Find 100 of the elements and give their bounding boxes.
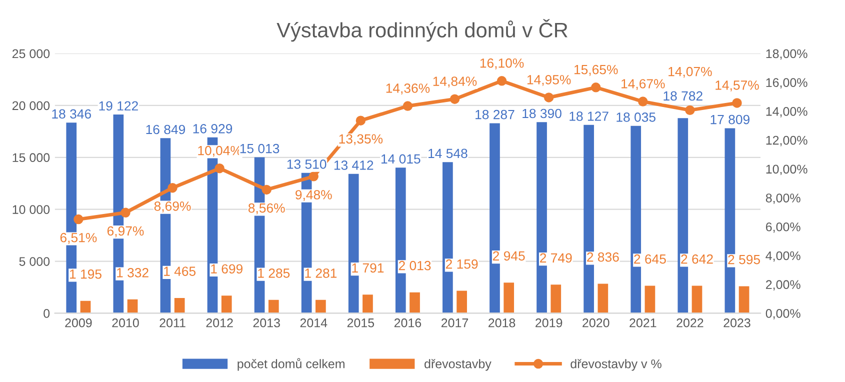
data-label: 14,67% bbox=[622, 79, 665, 90]
y2-tick-label: 10,00% bbox=[766, 164, 808, 176]
y-tick-label: 20 000 bbox=[12, 101, 50, 110]
data-label: 18 390 bbox=[522, 108, 562, 118]
point bbox=[685, 105, 695, 116]
x-tick-label: 2021 bbox=[630, 318, 656, 328]
y-tick-label: 25 000 bbox=[12, 49, 50, 58]
y-tick-label: 15 000 bbox=[12, 153, 50, 162]
x-tick-label: 2018 bbox=[488, 318, 516, 328]
data-label: 18 782 bbox=[664, 91, 702, 101]
data-label: 16,10% bbox=[480, 58, 524, 70]
data-label: 13,35% bbox=[339, 134, 383, 146]
x-tick-label: 2014 bbox=[300, 318, 328, 328]
point bbox=[732, 98, 742, 108]
data-label: 14 015 bbox=[381, 154, 420, 164]
data-label: 2 595 bbox=[728, 254, 760, 264]
x-tick-label: 2023 bbox=[724, 318, 750, 328]
data-label: 2 645 bbox=[634, 254, 666, 264]
x-tick-label: 2020 bbox=[582, 318, 610, 328]
y2-tick-label: 16,00% bbox=[766, 78, 808, 88]
y2-tick-label: 2,00% bbox=[766, 280, 800, 291]
bar bbox=[348, 174, 359, 314]
point bbox=[638, 96, 648, 106]
point bbox=[74, 214, 84, 224]
data-label: 18 287 bbox=[476, 110, 514, 120]
bar bbox=[504, 282, 514, 314]
data-label: 18 035 bbox=[616, 112, 656, 122]
data-label: 2 159 bbox=[446, 259, 478, 269]
y2-tick-label: 18,00% bbox=[766, 49, 808, 60]
data-label: 17 809 bbox=[710, 114, 750, 124]
data-label: 13 412 bbox=[334, 160, 374, 170]
point bbox=[450, 94, 460, 104]
point bbox=[214, 163, 224, 174]
point bbox=[308, 172, 318, 182]
x-tick-label: 2017 bbox=[441, 318, 468, 328]
bar bbox=[598, 284, 608, 314]
y-tick-label: 10 000 bbox=[12, 205, 50, 214]
bar bbox=[738, 286, 750, 314]
data-label: 2 749 bbox=[540, 253, 572, 263]
point bbox=[356, 116, 366, 126]
data-label: 18 127 bbox=[570, 112, 608, 121]
data-label: 9,48% bbox=[296, 190, 332, 201]
point bbox=[544, 92, 554, 102]
x-tick-label: 2016 bbox=[394, 318, 422, 328]
y2-tick-label: 12,00% bbox=[766, 136, 808, 146]
point bbox=[120, 208, 130, 218]
data-label: 1 285 bbox=[258, 268, 290, 278]
legend-label: počet domů celkem bbox=[238, 358, 344, 371]
data-label: 13 510 bbox=[287, 160, 326, 169]
x-tick-label: 2010 bbox=[112, 318, 139, 328]
x-tick-label: 2011 bbox=[160, 318, 186, 328]
data-label: 18 346 bbox=[52, 109, 91, 119]
data-label: 1 281 bbox=[305, 268, 337, 278]
data-label: 14,57% bbox=[716, 80, 759, 92]
data-label: 6,97% bbox=[107, 226, 144, 238]
bar bbox=[410, 292, 420, 314]
data-label: 1 332 bbox=[117, 268, 148, 278]
data-label: 8,56% bbox=[248, 203, 285, 214]
bar bbox=[584, 124, 594, 314]
point bbox=[496, 76, 507, 86]
point bbox=[402, 101, 413, 111]
legend-label: dřevostavby bbox=[424, 359, 492, 371]
data-label: 1 699 bbox=[211, 264, 242, 274]
chart-title: Výstavba rodinných domů v ČR bbox=[276, 19, 568, 42]
bar bbox=[550, 284, 562, 314]
data-label: 2 013 bbox=[398, 260, 431, 270]
x-tick-label: 2019 bbox=[536, 318, 562, 328]
y-tick-label: 5 000 bbox=[19, 257, 50, 266]
point bbox=[591, 82, 601, 92]
data-label: 8,69% bbox=[154, 201, 191, 212]
y2-tick-label: 6,00% bbox=[766, 222, 800, 233]
y-tick-label: 0 bbox=[44, 309, 50, 318]
bar bbox=[127, 299, 138, 314]
data-label: 15,65% bbox=[574, 64, 618, 76]
data-label: 14,95% bbox=[527, 75, 571, 86]
x-tick-label: 2009 bbox=[65, 318, 92, 328]
data-label: 6,51% bbox=[60, 232, 97, 244]
bar bbox=[536, 122, 547, 314]
y2-tick-label: 0,00% bbox=[766, 309, 800, 320]
data-label: 2 642 bbox=[681, 254, 713, 264]
x-tick-label: 2022 bbox=[676, 318, 704, 328]
bar bbox=[362, 294, 373, 314]
x-tick-label: 2015 bbox=[347, 318, 374, 328]
point bbox=[168, 182, 178, 193]
data-label: 15 013 bbox=[240, 144, 280, 154]
bar bbox=[442, 162, 453, 314]
y2-tick-label: 8,00% bbox=[766, 194, 800, 204]
bar bbox=[644, 286, 656, 314]
x-tick-label: 2013 bbox=[253, 318, 280, 328]
data-label: 14,36% bbox=[386, 84, 430, 94]
data-label: 16 929 bbox=[193, 124, 232, 134]
data-label: 1 195 bbox=[70, 269, 102, 279]
point bbox=[262, 184, 272, 195]
data-label: 2 945 bbox=[493, 251, 525, 261]
data-label: 1 791 bbox=[352, 263, 384, 273]
bar bbox=[174, 298, 185, 314]
bar bbox=[268, 300, 279, 314]
data-label: 16 849 bbox=[146, 124, 186, 134]
bar bbox=[692, 286, 702, 314]
x-tick-label: 2012 bbox=[206, 318, 233, 328]
